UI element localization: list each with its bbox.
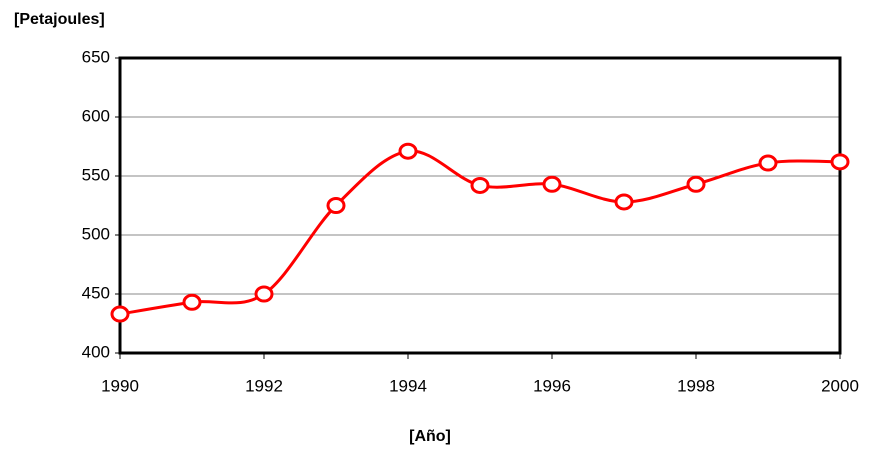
point-marker bbox=[758, 154, 778, 172]
point-marker bbox=[542, 175, 562, 193]
x-axis-title: [Año] bbox=[409, 428, 451, 445]
x-tick-label: 1994 bbox=[389, 376, 427, 395]
x-tick-label: 2000 bbox=[821, 376, 859, 395]
point-marker bbox=[182, 293, 202, 311]
point-marker bbox=[254, 285, 274, 303]
point-marker bbox=[614, 193, 634, 211]
y-tick-label: 550 bbox=[82, 165, 110, 184]
y-tick-label: 600 bbox=[82, 106, 110, 125]
point-marker bbox=[110, 305, 130, 323]
point-marker bbox=[398, 142, 418, 160]
x-tick-label: 1998 bbox=[677, 376, 715, 395]
plot-frame bbox=[118, 56, 842, 355]
point-marker bbox=[686, 175, 706, 193]
point-marker bbox=[470, 176, 490, 194]
y-tick-label: 450 bbox=[82, 283, 110, 302]
y-tick-label: 500 bbox=[82, 224, 110, 243]
x-tick-label: 1992 bbox=[245, 376, 283, 395]
y-axis-title: [Petajoules] bbox=[14, 11, 105, 28]
x-tick-label: 1996 bbox=[533, 376, 571, 395]
series-line bbox=[119, 149, 841, 316]
point-marker bbox=[830, 153, 850, 171]
y-tick-label: 400 bbox=[82, 342, 110, 361]
point-marker bbox=[326, 197, 346, 214]
x-tick-label: 1990 bbox=[101, 376, 139, 395]
y-tick-label: 650 bbox=[82, 47, 110, 66]
